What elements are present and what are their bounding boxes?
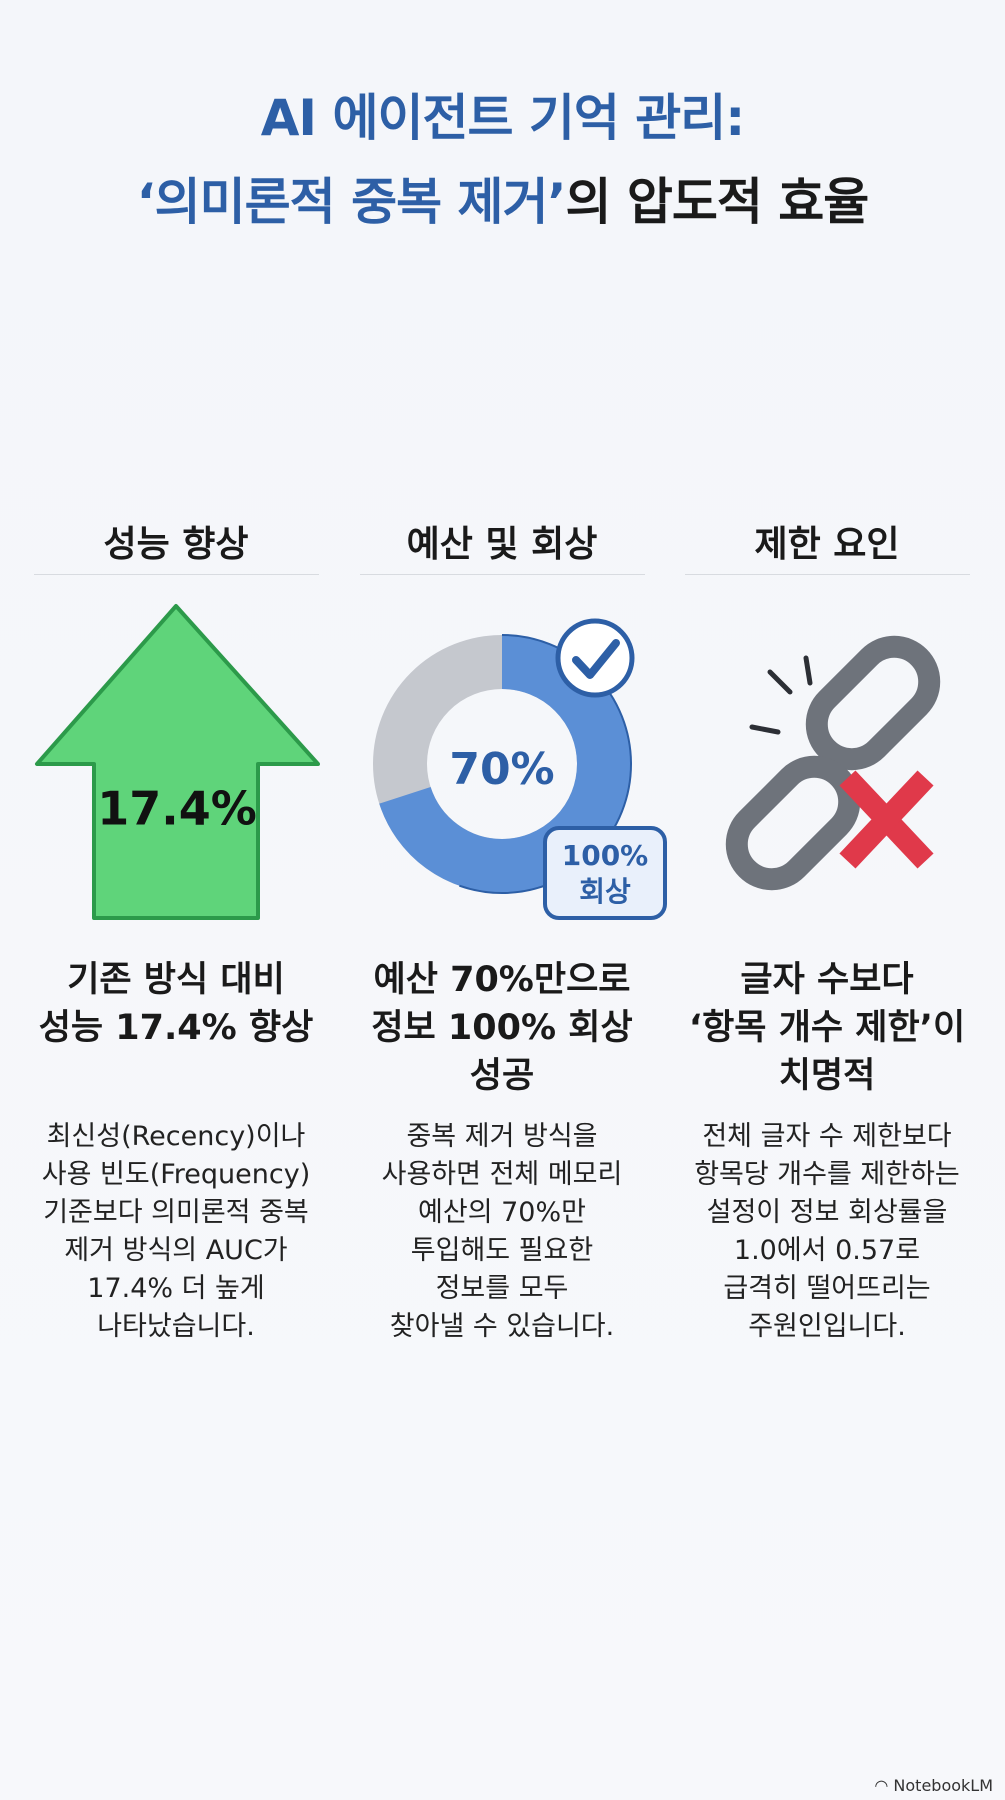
broken-chain — [725, 635, 941, 891]
donut-label: 70% — [449, 744, 554, 795]
body-line: 투입해도 필요한 — [410, 1235, 594, 1266]
body-line: 사용하면 전체 메모리 — [381, 1159, 623, 1190]
title-line1: AI 에이전트 기억 관리: — [0, 78, 1005, 150]
donut-fill — [373, 635, 631, 893]
body-line: 17.4% 더 높게 — [87, 1273, 265, 1304]
badge-line: 회상 — [579, 875, 631, 908]
body-line: 최신성(Recency)이나 — [46, 1121, 306, 1152]
title-highlight: ‘의미론적 중복 제거’ — [136, 173, 567, 231]
body-line: 나타났습니다. — [97, 1311, 255, 1342]
subtitle-line: 성공 — [469, 1056, 535, 1096]
break-lines — [749, 655, 813, 735]
red-x — [839, 770, 934, 869]
chain-link — [805, 635, 941, 771]
up-arrow — [35, 604, 320, 920]
subtitle-line: 치명적 — [778, 1056, 876, 1096]
subtitle-line: 정보 100% 회상 — [371, 1008, 633, 1048]
footer-text: NotebookLM — [893, 1776, 993, 1795]
subtitle-line: 글자 수보다 — [740, 960, 914, 1000]
body-line: 예산의 70%만 — [418, 1197, 586, 1228]
check-mark — [572, 639, 620, 679]
break-line — [749, 724, 781, 735]
break-line — [803, 655, 813, 686]
body-line: 제거 방식의 AUC가 — [64, 1235, 288, 1266]
x-stroke — [839, 770, 934, 869]
column-heading: 제한 요인 — [754, 524, 900, 565]
divider — [359, 574, 645, 575]
body-line: 1.0에서 0.57로 — [733, 1235, 921, 1266]
body-line: 찾아낼 수 있습니다. — [389, 1311, 615, 1342]
break-line — [767, 669, 793, 695]
body-line: 급격히 떨어뜨리는 — [723, 1273, 931, 1304]
chain-link — [725, 755, 861, 891]
body-line: 정보를 모두 — [435, 1273, 569, 1304]
subtitle-line: 기존 방식 대비 — [67, 960, 285, 1000]
title-text: AI 에이전트 기억 관리: — [260, 89, 746, 147]
title-rest: 의 압도적 효율 — [565, 173, 869, 231]
subtitle-line: 성능 17.4% 향상 — [38, 1008, 314, 1048]
footer: ◠ NotebookLM — [874, 1776, 993, 1795]
divider — [33, 574, 319, 575]
subtitle-line: 예산 70%만으로 — [373, 960, 631, 1000]
donut-edge — [372, 634, 632, 894]
badge-line: 100% — [562, 839, 649, 872]
body-line: 기준보다 의미론적 중복 — [43, 1197, 309, 1228]
column-heading: 성능 향상 — [103, 524, 249, 565]
divider — [684, 574, 970, 575]
body-line: 사용 빈도(Frequency) — [41, 1159, 311, 1190]
body-line: 주원인입니다. — [748, 1311, 906, 1342]
body-line: 전체 글자 수 제한보다 — [702, 1121, 952, 1152]
check-badge — [555, 618, 635, 698]
arrow-label: 17.4% — [97, 782, 257, 836]
column-heading: 예산 및 회상 — [406, 524, 598, 565]
body-line: 중복 제거 방식을 — [406, 1121, 598, 1152]
recall-badge — [543, 826, 667, 920]
subtitle-line: ‘항목 개수 제한’이 — [688, 1008, 966, 1048]
body-line: 항목당 개수를 제한하는 — [694, 1159, 960, 1190]
title-line2: ‘의미론적 중복 제거’의 압도적 효율 — [0, 162, 1005, 234]
body-line: 설정이 정보 회상률을 — [706, 1197, 948, 1228]
